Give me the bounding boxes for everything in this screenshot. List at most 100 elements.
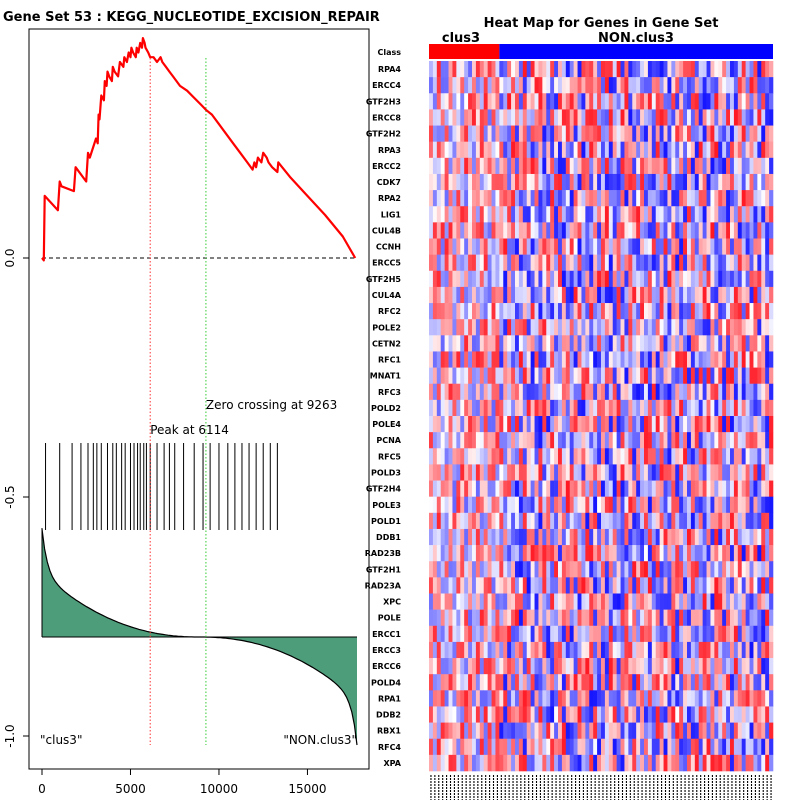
heatmap-cell [554,625,559,643]
heatmap-cell [432,383,438,401]
heatmap-cell [456,125,461,142]
heatmap-cell [460,157,465,175]
heatmap-cell [753,77,758,94]
heatmap-cell [761,206,766,223]
heatmap-cell [511,238,516,255]
heatmap-cell [647,141,653,159]
heatmap-cell [632,448,637,465]
heatmap-cell [702,512,707,530]
heatmap-cell [765,658,770,675]
heatmap-cell [718,238,723,255]
heatmap-cell [522,254,528,272]
heatmap-cell [663,77,668,94]
heatmap-cell [687,367,692,385]
heatmap-cell [733,109,739,126]
heatmap-cell [765,738,770,756]
heatmap-cell [456,722,461,740]
heatmap-cell [710,351,715,368]
heatmap-cell [515,416,520,433]
heatmap-cell [749,690,754,707]
heatmap-cell [554,706,559,723]
heatmap-cell [737,303,743,320]
heatmap-cell [644,270,649,288]
heatmap-cell [624,190,629,207]
heatmap-cell [483,593,488,610]
heatmap-cell [460,61,465,78]
heatmap-cell [675,125,680,142]
heatmap-cell [722,690,727,707]
heatmap-cell [733,480,739,497]
heatmap-cell [554,432,559,449]
heatmap-cell [464,448,469,465]
heatmap-cell [749,319,754,336]
heatmap-cell [706,464,711,481]
heatmap-cell [585,545,590,562]
heatmap-cell [464,335,469,352]
heatmap-cell [515,319,520,336]
heatmap-cell [581,577,586,594]
heatmap-cell [464,561,469,578]
heatmap-cell [714,416,719,433]
heatmap-cell [659,593,664,610]
heatmap-cell [577,706,582,723]
heatmap-cell [526,738,531,756]
heatmap-cell [718,367,723,385]
heatmap-cell [702,722,707,740]
heatmap-cell [624,690,629,707]
heatmap-cell [585,609,590,627]
heatmap-cell [518,496,524,514]
heatmap-cell [440,690,445,707]
heatmap-cell [690,480,696,497]
heatmap-cell [628,270,633,288]
heatmap-cell [440,319,445,336]
heatmap-cell [483,303,488,320]
heatmap-cell [468,593,473,610]
heatmap-cell [577,399,582,417]
heatmap-cell [679,109,684,126]
heatmap-cell [542,286,547,304]
heatmap-cell [581,190,586,207]
heatmap-cell [475,738,481,756]
heatmap-cell [526,706,531,723]
heatmap-cell [640,464,645,481]
heatmap-cell [581,61,586,78]
heatmap-cell [495,367,500,385]
heatmap-cell [628,222,633,239]
heatmap-cell [495,335,500,352]
heatmap-cell [597,609,602,627]
heatmap-cell [565,125,571,142]
heatmap-cell [460,593,465,610]
heatmap-cell [589,545,594,562]
heatmap-cell [612,270,617,288]
heatmap-cell [690,303,696,320]
heatmap-cell [452,109,457,126]
heatmap-cell [475,157,481,175]
heatmap-cell [745,238,750,255]
heatmap-cell [683,690,688,707]
heatmap-cell [581,303,586,320]
heatmap-cell [530,238,535,255]
heatmap-cell [616,206,621,223]
heatmap-cell [671,448,676,465]
heatmap-cell [659,319,664,336]
heatmap-cell [687,738,692,756]
heatmap-cell [722,658,727,675]
heatmap-cell [687,561,692,578]
heatmap-cell [464,206,469,223]
heatmap-cell [530,754,535,772]
heatmap-cell [753,270,758,288]
heatmap-cell [546,674,551,691]
heatmap-cell [667,319,672,336]
heatmap-cell [651,658,657,675]
heatmap-cell [464,77,469,94]
heatmap-cell [503,270,508,288]
heatmap-cell [675,77,680,94]
heatmap-cell [472,399,477,417]
heatmap-cell [456,399,461,417]
heatmap-cell [655,367,660,385]
heatmap-cell [507,738,512,756]
heatmap-cell [518,690,524,707]
heatmap-cell [640,270,645,288]
heatmap-cell [565,528,571,546]
heatmap-cell [534,238,539,255]
